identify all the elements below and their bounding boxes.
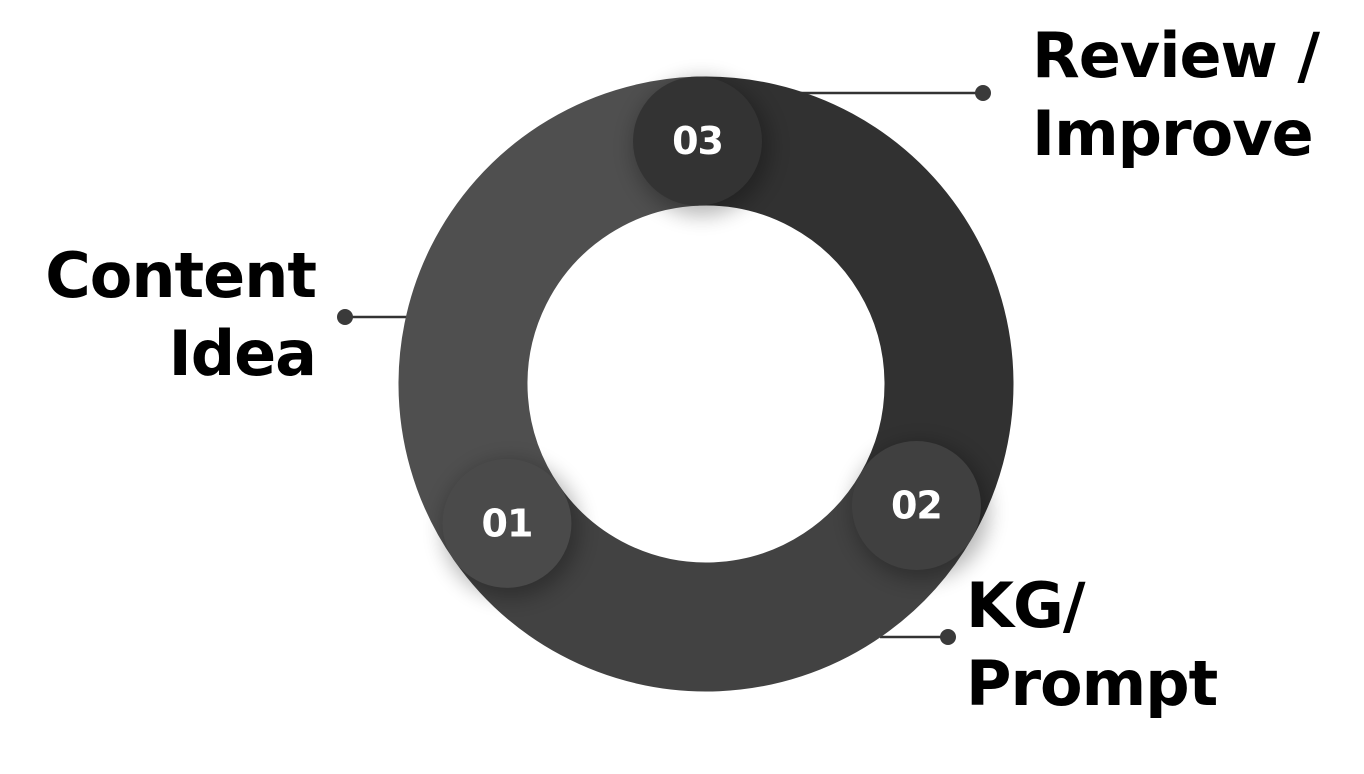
step-number-02: 02 [891,484,942,528]
step-label-line: Idea [20,315,316,393]
step-label-line: Review / [1032,17,1319,95]
step-label-line: KG/ [966,567,1217,645]
step-number-01: 01 [482,501,533,545]
step-number-03: 03 [672,119,723,163]
step-label-line: Prompt [966,645,1217,723]
step-label-line: Content [20,237,316,315]
step-label-review-improve: Review / Improve [1032,17,1319,173]
connector-dot-kg-prompt [940,629,956,645]
connector-dot-review-improve [975,85,991,101]
connector-dot-content-idea [337,309,353,325]
step-label-content-idea: Content Idea [20,237,316,393]
step-label-line: Improve [1032,95,1319,173]
step-label-kg-prompt: KG/ Prompt [966,567,1217,723]
